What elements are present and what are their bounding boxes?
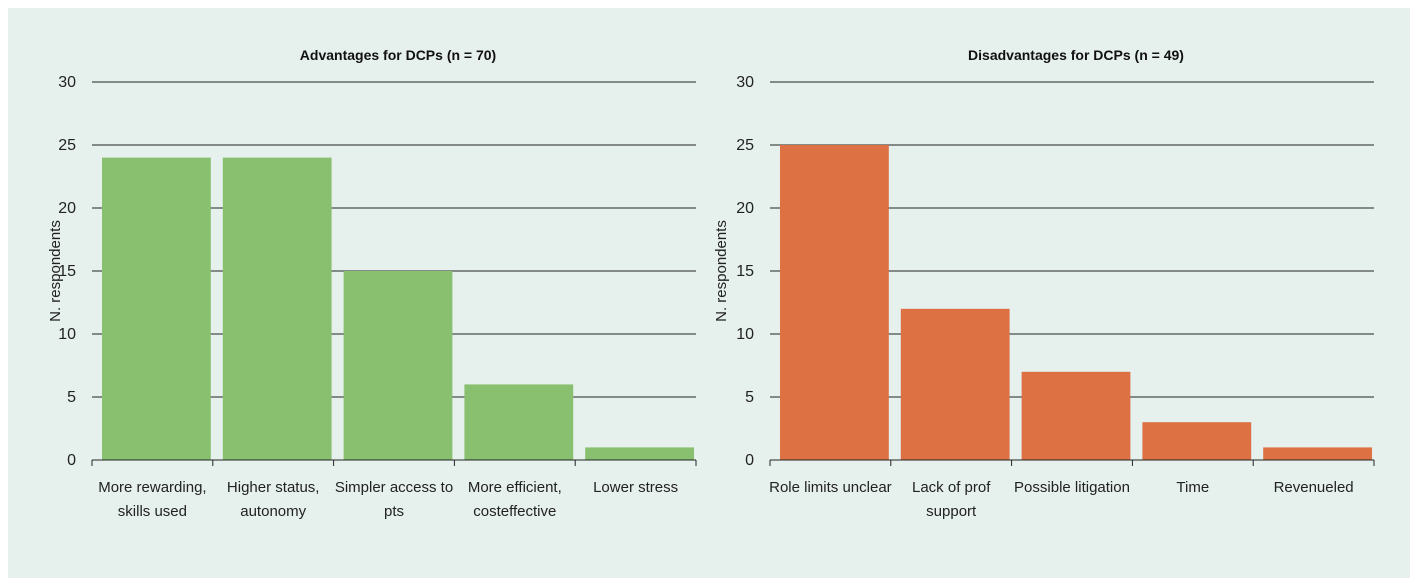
y-tick-label: 20 — [58, 200, 76, 217]
x-category-label: Lack of prof support — [912, 479, 991, 520]
chart-2: Disadvantages for DCPs (n = 49) N. respon… — [713, 47, 1375, 520]
y-tick-label: 10 — [736, 326, 754, 343]
x-category-label: Time — [1176, 479, 1209, 496]
y-tick-label: 30 — [58, 74, 76, 91]
x-category-label: Revenueled — [1274, 479, 1354, 496]
charts-canvas: Advantages for DCPs (n = 70) N. responden… — [47, 47, 1375, 520]
y-tick-label: 25 — [58, 137, 76, 154]
y-tick-label: 20 — [736, 200, 754, 217]
chart-panel: Advantages for DCPs (n = 70) N. responden… — [8, 8, 1410, 578]
y-tick-label: 0 — [745, 452, 754, 469]
x-category-label: Role limits unclear — [769, 479, 892, 496]
y-axis-label: N. respondents — [713, 220, 730, 322]
bar — [1021, 371, 1131, 460]
x-category-label: Possible litigation — [1014, 479, 1130, 496]
y-axis-label: N. respondents — [47, 220, 64, 322]
y-tick-label: 0 — [67, 452, 76, 469]
y-tick-label: 5 — [67, 389, 76, 406]
chart-title: Advantages for DCPs (n = 70) — [300, 47, 496, 63]
bar — [1142, 422, 1252, 460]
bar — [1263, 447, 1372, 460]
y-tick-label: 5 — [745, 389, 754, 406]
chart-title: Disadvantages for DCPs (n = 49) — [968, 47, 1184, 63]
bar — [343, 271, 453, 460]
y-tick-label: 15 — [736, 263, 754, 280]
bar — [102, 157, 211, 460]
y-tick-label: 25 — [736, 137, 754, 154]
chart-1: Advantages for DCPs (n = 70) N. responden… — [47, 47, 697, 520]
bar — [222, 157, 332, 460]
bar — [464, 384, 574, 460]
y-tick-label: 30 — [736, 74, 754, 91]
x-category-label: Simpler access to pts — [335, 479, 453, 520]
bar — [585, 447, 694, 460]
y-tick-label: 15 — [58, 263, 76, 280]
x-category-label: Higher status, autonomy — [227, 479, 320, 520]
x-category-label: Lower stress — [593, 479, 678, 496]
y-tick-label: 10 — [58, 326, 76, 343]
bar — [780, 145, 889, 460]
bar — [900, 308, 1010, 460]
x-category-label: More efficient, costeffective — [468, 479, 562, 520]
x-category-label: More rewarding, skills used — [98, 479, 206, 520]
